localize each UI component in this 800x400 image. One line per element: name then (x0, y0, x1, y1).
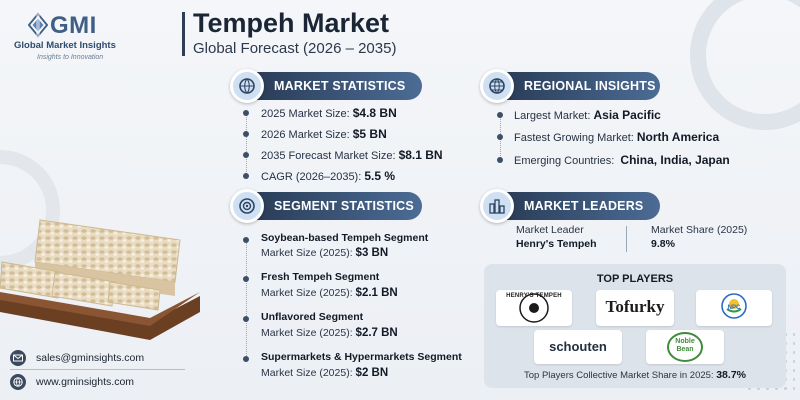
tofurky-logo[interactable]: Tofurky (596, 290, 674, 326)
segment-value: Market Size (2025): $2.1 BN (261, 287, 398, 299)
henrys-tempeh-badge-icon (519, 293, 549, 323)
regional-insights-header: REGIONAL INSIGHTS (480, 69, 660, 103)
globe-icon (10, 374, 26, 390)
email-icon (10, 350, 26, 366)
timeline-dot (243, 356, 249, 362)
noble-bean-logo[interactable]: Noble Bean (646, 330, 724, 364)
title-accent-bar (182, 12, 185, 56)
segment-value: Market Size (2025): $2 BN (261, 367, 389, 379)
region-row: Largest Market: Asia Pacific (514, 108, 661, 122)
market-leader-value: Henry's Tempeh (516, 238, 597, 250)
leader-divider (626, 226, 627, 252)
logo-word: GMI (50, 12, 97, 39)
gmi-logo[interactable]: GMI Global Market Insights Insights to I… (10, 10, 130, 80)
regional-insights-heading: REGIONAL INSIGHTS (524, 79, 656, 93)
market-statistics-heading: MARKET STATISTICS (274, 79, 406, 93)
timeline-dot (243, 316, 249, 322)
npc-logo[interactable]: NPC (696, 290, 772, 326)
target-chart-icon (230, 189, 264, 223)
market-leaders-heading: MARKET LEADERS (524, 199, 644, 213)
timeline-dot (243, 173, 249, 179)
stat-row: 2026 Market Size: $5 BN (261, 127, 387, 141)
henrys-tempeh-logo[interactable]: HENRY'S TEMPEH (496, 290, 572, 326)
timeline-dot (497, 134, 503, 140)
page-title: Tempeh Market (193, 8, 390, 38)
market-statistics-header: MARKET STATISTICS (230, 69, 422, 103)
timeline-dot (243, 276, 249, 282)
segment-title: Fresh Tempeh Segment (261, 271, 380, 283)
segment-statistics-heading: SEGMENT STATISTICS (274, 199, 414, 213)
timeline-line (246, 112, 247, 176)
timeline-dot (497, 157, 503, 163)
city-buildings-icon (480, 189, 514, 223)
tempeh-illustration (0, 219, 200, 340)
stat-row: CAGR (2026–2035): 5.5 % (261, 169, 396, 183)
timeline-dot (497, 112, 503, 118)
segment-title: Soybean-based Tempeh Segment (261, 232, 429, 244)
globe-chart-icon (230, 69, 264, 103)
segment-title: Supermarkets & Hypermarkets Segment (261, 351, 462, 363)
region-row: Fastest Growing Market: North America (514, 130, 720, 144)
market-leader-label: Market Leader (516, 224, 584, 236)
noble-bean-oval-icon (667, 332, 703, 362)
page-subtitle: Global Forecast (2026 – 2035) (193, 40, 397, 57)
logo-company-name: Global Market Insights (14, 40, 116, 51)
npc-emblem-icon (721, 293, 747, 319)
timeline-line (246, 240, 247, 360)
logo-tagline: Insights to Innovation (37, 54, 104, 61)
segment-statistics-header: SEGMENT STATISTICS (230, 189, 422, 223)
region-row: Emerging Countries: China, India, Japan (514, 153, 730, 167)
segment-value: Market Size (2025): $3 BN (261, 247, 389, 259)
top-players-share: Top Players Collective Market Share in 2… (524, 369, 746, 381)
contact-divider (10, 369, 185, 370)
market-leaders-header: MARKET LEADERS (480, 189, 660, 223)
schouten-logo[interactable]: schouten (534, 330, 622, 364)
gmi-diamond-icon (28, 12, 48, 38)
stat-row: 2035 Forecast Market Size: $8.1 BN (261, 148, 443, 162)
website-text: www.gminsights.com (36, 376, 135, 388)
top-players-panel: TOP PLAYERS HENRY'S TEMPEH Tofurky NPC s… (484, 264, 786, 388)
decorative-arc (690, 0, 800, 130)
timeline-dot (243, 131, 249, 137)
globe-icon (480, 69, 514, 103)
stat-row: 2025 Market Size: $4.8 BN (261, 106, 397, 120)
timeline-dot (243, 110, 249, 116)
timeline-dot (243, 237, 249, 243)
segment-title: Unflavored Segment (261, 311, 364, 323)
timeline-dot (243, 152, 249, 158)
market-share-label: Market Share (2025) (651, 224, 748, 236)
top-players-heading: TOP PLAYERS (596, 273, 674, 285)
email-text: sales@gminsights.com (36, 352, 145, 364)
market-share-value: 9.8% (651, 238, 675, 250)
segment-value: Market Size (2025): $2.7 BN (261, 327, 398, 339)
